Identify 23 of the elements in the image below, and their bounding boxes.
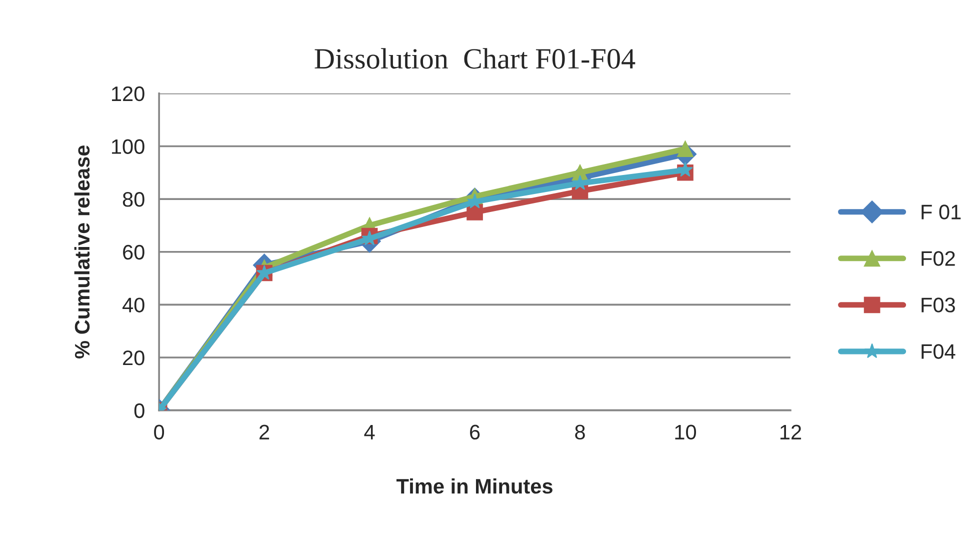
y-tick-label: 40: [122, 298, 144, 312]
point: [677, 162, 694, 177]
x-tick-label: 6: [470, 424, 480, 440]
legend-label: F04: [922, 344, 956, 359]
chart-title: Dissolution Chart F01-F04: [314, 48, 636, 69]
x-tick-label: 4: [364, 424, 375, 440]
point: [677, 140, 694, 158]
legend-label: F 01: [922, 204, 961, 220]
x-tick-label: 12: [780, 424, 802, 440]
y-tick-label: 80: [122, 192, 144, 207]
y-tick-label: 60: [123, 244, 144, 260]
y-axis-title: % Cumulative release: [74, 145, 90, 358]
legend-label: F02: [922, 251, 955, 266]
x-tick-label: 2: [260, 424, 270, 440]
x-axis-title: Time in Minutes: [396, 478, 552, 494]
y-tick-label: 100: [112, 139, 144, 154]
x-tick-label: 10: [675, 424, 696, 440]
x-tick-label: 8: [575, 424, 585, 440]
y-tick-label: 20: [123, 350, 144, 366]
x-tick-label: 0: [154, 424, 164, 440]
y-tick-label: 120: [112, 86, 144, 102]
legend-label: F03: [922, 298, 955, 312]
y-tick-label: 0: [134, 403, 144, 418]
